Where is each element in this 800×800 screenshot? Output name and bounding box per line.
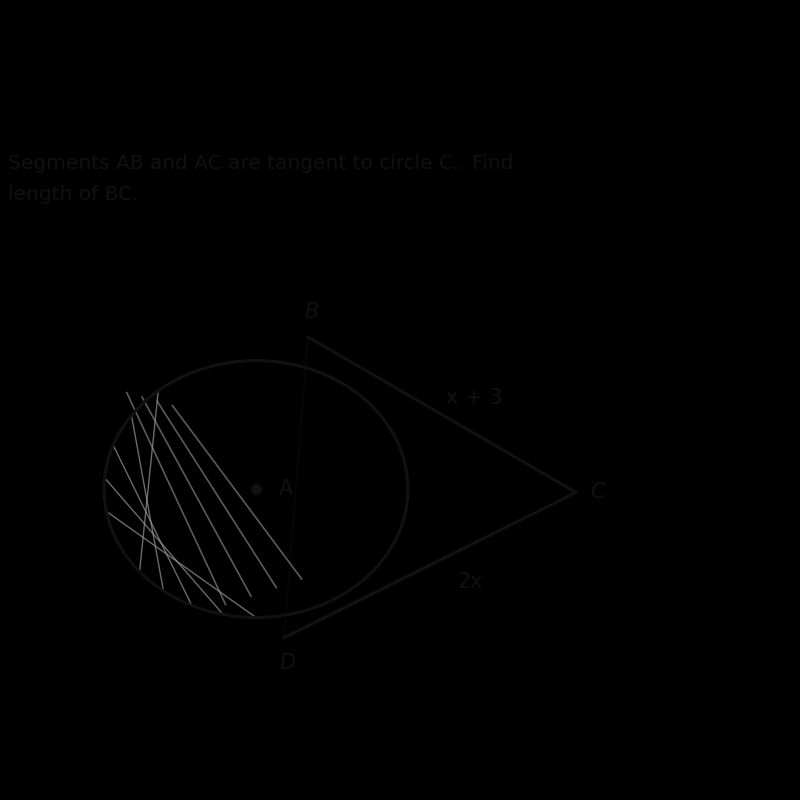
Text: D: D (280, 653, 296, 673)
Text: 2x: 2x (457, 572, 483, 592)
Text: B: B (305, 302, 319, 322)
Text: C: C (590, 482, 605, 502)
Text: Segments AB and AC are tangent to circle C.  Find: Segments AB and AC are tangent to circle… (8, 154, 514, 174)
Text: A: A (278, 479, 293, 499)
Text: x + 3: x + 3 (446, 388, 502, 408)
Text: length of BC.: length of BC. (8, 185, 138, 204)
